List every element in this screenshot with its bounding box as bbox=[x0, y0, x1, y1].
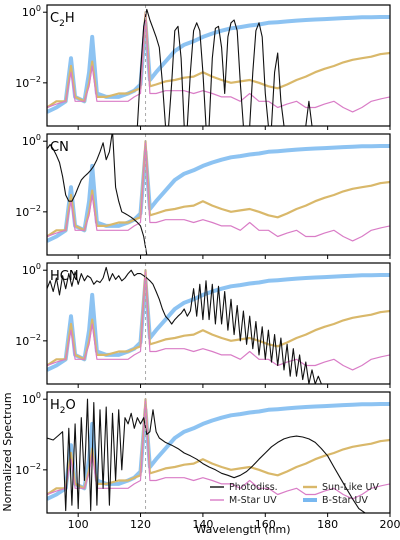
panel-plot-area-2 bbox=[47, 266, 390, 384]
y-tick-label: 10−2 bbox=[15, 333, 41, 348]
panel-frame bbox=[46, 391, 391, 514]
legend-label-sun-like: Sun-Like UV bbox=[322, 482, 379, 493]
panel-plot-area-0 bbox=[47, 8, 390, 126]
panel-frame bbox=[46, 4, 391, 127]
series-b-star-line bbox=[47, 402, 390, 501]
legend-label-photodiss: Photodiss. bbox=[229, 482, 278, 493]
panel-label: C2H bbox=[50, 11, 75, 29]
x-axis-title: Wavelength (nm) bbox=[195, 523, 290, 536]
series-b-star-line bbox=[47, 15, 390, 114]
y-tick-label: 10−2 bbox=[15, 462, 41, 477]
series-m-star-line bbox=[47, 140, 390, 242]
legend-label-b-star: B-Star UV bbox=[322, 495, 368, 506]
series-sun-like-line bbox=[47, 11, 390, 109]
y-tick-label: 100 bbox=[22, 262, 41, 277]
series-m-star-line bbox=[47, 398, 390, 500]
y-axis-title: Normalized Spectrum bbox=[1, 392, 14, 511]
panel-label: H2O bbox=[50, 398, 76, 416]
x-tick-label: 100 bbox=[68, 518, 89, 531]
panels-container: 10−2 100 C2H 10−2 100 CN 10−2 100 HCN 10−2 100 H2O bbox=[15, 4, 391, 517]
panel-2: 10−2 100 HCN bbox=[15, 262, 391, 388]
y-tick-label: 10−2 bbox=[15, 204, 41, 219]
panel-1: 10−2 100 CN bbox=[15, 133, 391, 259]
panel-3: 10−2 100 H2O bbox=[15, 391, 391, 517]
y-tick-label: 100 bbox=[22, 133, 41, 148]
panel-frame bbox=[46, 133, 391, 256]
y-tick-label: 10−2 bbox=[15, 75, 41, 90]
series-sun-like-line bbox=[47, 140, 390, 238]
x-tick-label: 140 bbox=[192, 518, 213, 531]
panel-label: HCN bbox=[50, 269, 79, 284]
series-sun-like-line bbox=[47, 398, 390, 496]
x-tick-labels: 100 120 140 160 180 200 bbox=[68, 518, 400, 531]
series-m-star-line bbox=[47, 269, 390, 371]
panel-label: CN bbox=[50, 140, 69, 155]
series-sun-like-line bbox=[47, 269, 390, 367]
y-tick-label: 100 bbox=[22, 4, 41, 19]
y-tick-label: 100 bbox=[22, 391, 41, 406]
series-photodiss-line bbox=[47, 134, 148, 255]
series-photodiss-line bbox=[47, 266, 390, 384]
panel-frame bbox=[46, 262, 391, 385]
series-photodiss-line bbox=[47, 398, 366, 513]
x-tick-label: 200 bbox=[380, 518, 400, 531]
panel-0: 10−2 100 C2H bbox=[15, 4, 391, 130]
x-tick-label: 120 bbox=[130, 518, 151, 531]
x-tick-label: 180 bbox=[317, 518, 338, 531]
x-tick-label: 160 bbox=[255, 518, 276, 531]
series-b-star-line bbox=[47, 144, 390, 243]
legend: Photodiss. Sun-Like UV M-Star UV B-Star … bbox=[210, 482, 379, 506]
panel-plot-area-3 bbox=[47, 398, 390, 513]
panel-plot-area-1 bbox=[47, 134, 390, 255]
legend-label-m-star: M-Star UV bbox=[229, 495, 277, 506]
series-m-star-line bbox=[47, 11, 390, 113]
series-photodiss-line bbox=[47, 8, 390, 126]
